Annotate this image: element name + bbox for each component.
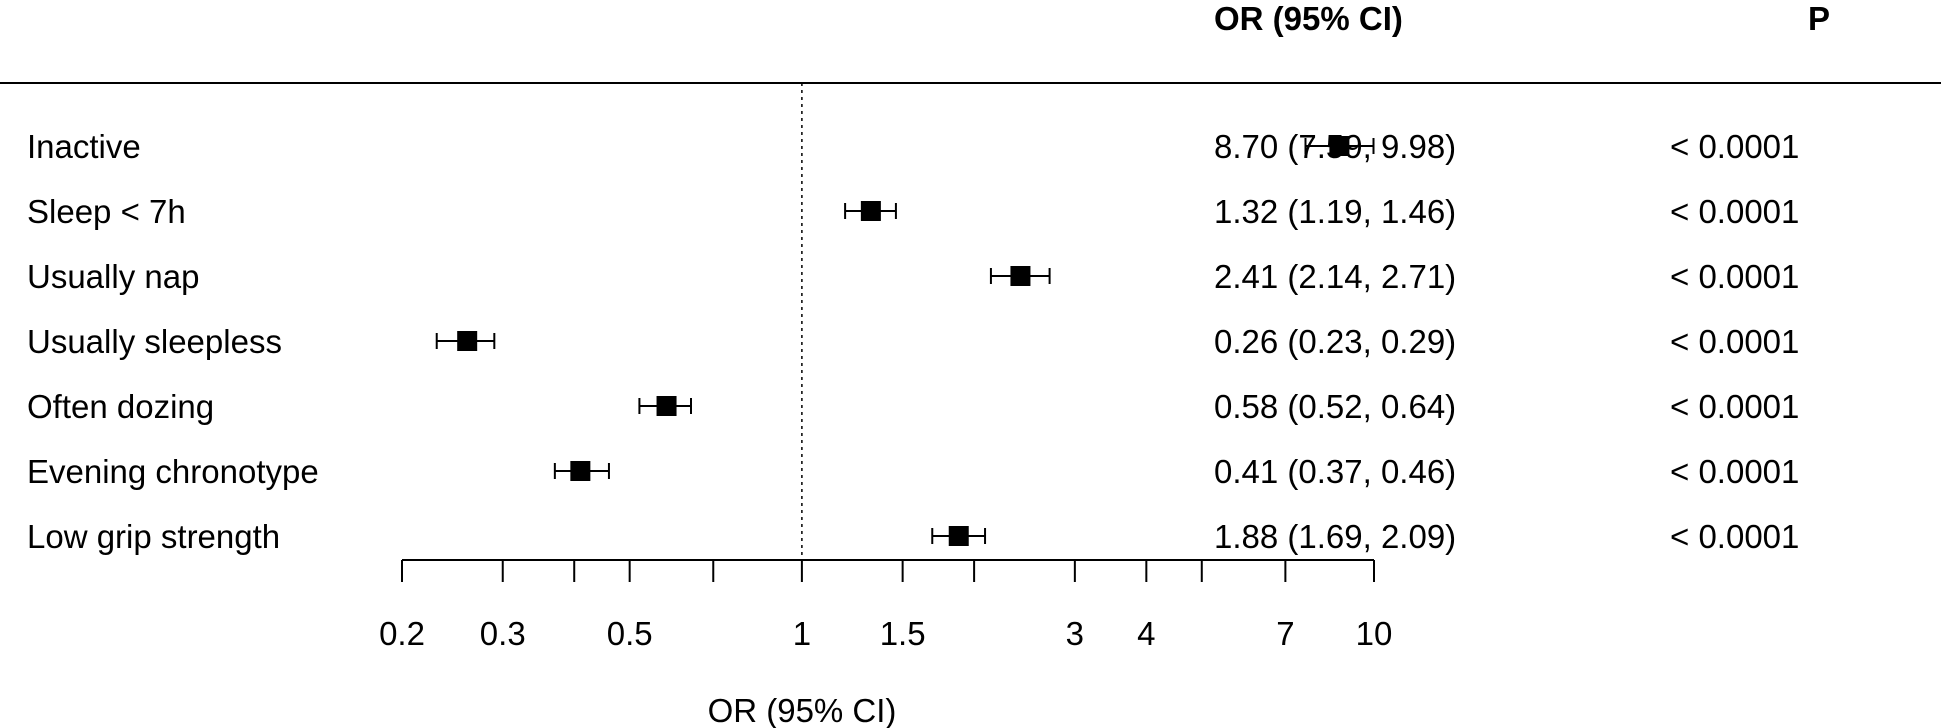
forest-row: Sleep < 7h 1.32 (1.19, 1.46) < 0.0001 bbox=[27, 193, 1799, 230]
x-axis-ticks: 0.2 0.3 0.5 1 1.5 3 4 7 10 bbox=[379, 560, 1392, 652]
point-estimate-marker bbox=[656, 396, 677, 416]
point-estimate-marker bbox=[860, 201, 881, 221]
row-label: Low grip strength bbox=[27, 518, 280, 555]
or-ci-value: 0.26 (0.23, 0.29) bbox=[1214, 323, 1456, 360]
point-estimate-marker bbox=[1329, 136, 1350, 156]
row-label: Evening chronotype bbox=[27, 453, 319, 490]
x-tick-label: 0.3 bbox=[480, 615, 526, 652]
x-tick-label: 7 bbox=[1276, 615, 1294, 652]
x-tick-label: 10 bbox=[1356, 615, 1393, 652]
p-value: < 0.0001 bbox=[1670, 193, 1799, 230]
x-tick-label: 0.5 bbox=[607, 615, 653, 652]
p-value: < 0.0001 bbox=[1670, 388, 1799, 425]
or-ci-value: 0.41 (0.37, 0.46) bbox=[1214, 453, 1456, 490]
or-ci-value: 2.41 (2.14, 2.71) bbox=[1214, 258, 1456, 295]
or-ci-value: 0.58 (0.52, 0.64) bbox=[1214, 388, 1456, 425]
x-tick-label: 3 bbox=[1066, 615, 1084, 652]
point-estimate-marker bbox=[948, 526, 969, 546]
forest-row: Low grip strength 1.88 (1.69, 2.09) < 0.00… bbox=[27, 518, 1799, 555]
p-value: < 0.0001 bbox=[1670, 128, 1799, 165]
or-ci-value: 8.70 (7.59, 9.98) bbox=[1214, 128, 1456, 165]
forest-row: Inactive 8.70 (7.59, 9.98) < 0.0001 bbox=[27, 128, 1799, 165]
p-value: < 0.0001 bbox=[1670, 323, 1799, 360]
row-label: Often dozing bbox=[27, 388, 214, 425]
p-value: < 0.0001 bbox=[1670, 453, 1799, 490]
x-axis-label: OR (95% CI) bbox=[708, 692, 897, 728]
point-estimate-marker bbox=[1010, 266, 1031, 286]
point-estimate-marker bbox=[570, 461, 591, 481]
point-estimate-marker bbox=[457, 331, 478, 351]
x-tick-label: 1 bbox=[793, 615, 811, 652]
or-column-header: OR (95% CI) bbox=[1214, 0, 1403, 37]
forest-row: Usually nap 2.41 (2.14, 2.71) < 0.0001 bbox=[27, 258, 1799, 295]
x-tick-label: 0.2 bbox=[379, 615, 425, 652]
row-label: Usually sleepless bbox=[27, 323, 282, 360]
row-label: Inactive bbox=[27, 128, 141, 165]
row-label: Usually nap bbox=[27, 258, 199, 295]
x-tick-label: 4 bbox=[1137, 615, 1155, 652]
p-value: < 0.0001 bbox=[1670, 258, 1799, 295]
or-ci-value: 1.88 (1.69, 2.09) bbox=[1214, 518, 1456, 555]
p-value: < 0.0001 bbox=[1670, 518, 1799, 555]
x-tick-label: 1.5 bbox=[880, 615, 926, 652]
forest-row: Evening chronotype 0.41 (0.37, 0.46) < 0.0… bbox=[27, 453, 1799, 490]
forest-row: Often dozing 0.58 (0.52, 0.64) < 0.0001 bbox=[27, 388, 1799, 425]
p-column-header: P bbox=[1808, 0, 1830, 37]
row-label: Sleep < 7h bbox=[27, 193, 186, 230]
or-ci-value: 1.32 (1.19, 1.46) bbox=[1214, 193, 1456, 230]
forest-row: Usually sleepless 0.26 (0.23, 0.29) < 0.00… bbox=[27, 323, 1799, 360]
